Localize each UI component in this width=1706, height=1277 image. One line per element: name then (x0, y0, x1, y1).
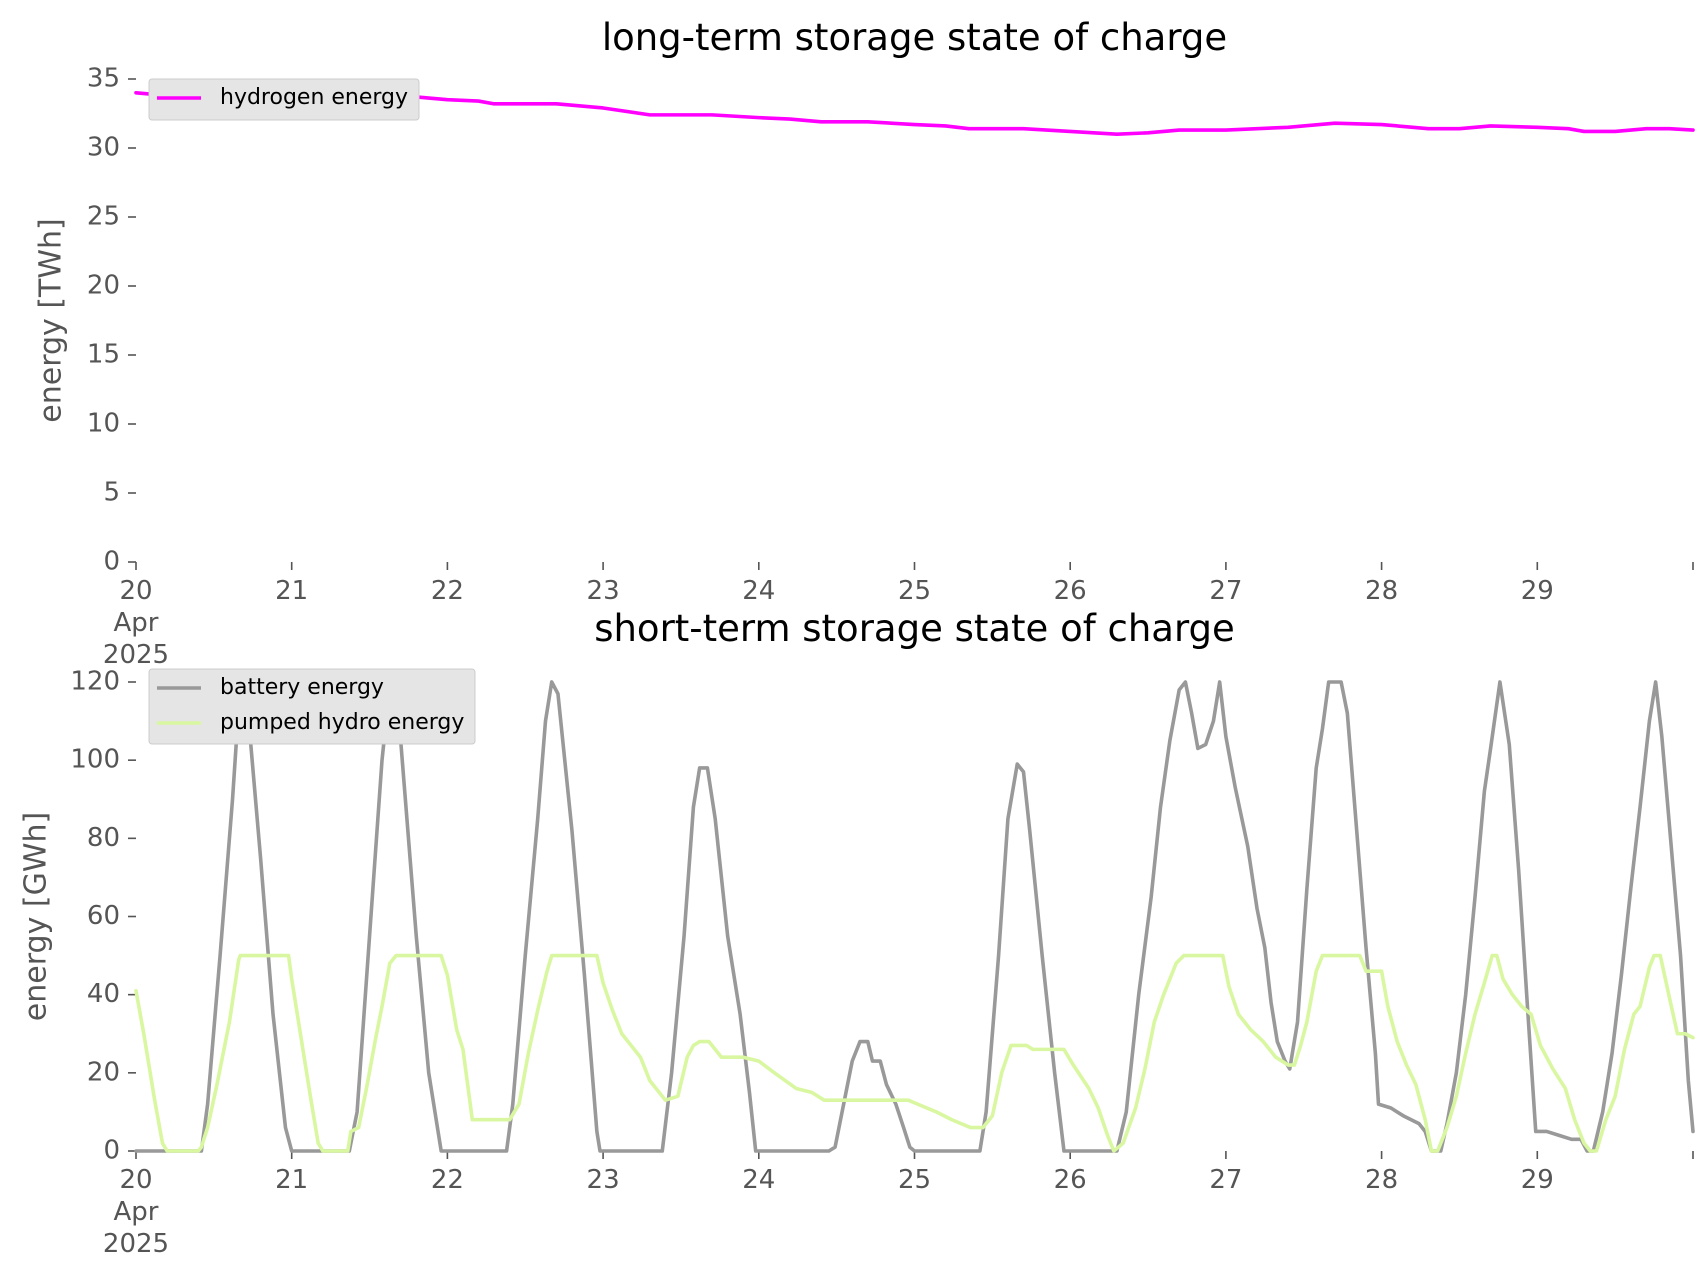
y-tick-label: 100 (70, 745, 120, 775)
y-tick-label: 5 (103, 478, 120, 508)
x-tick-label: 21 (275, 576, 308, 606)
x-tick-label: 20 (119, 576, 152, 606)
legend: battery energy pumped hydro energy (148, 668, 476, 745)
series-line-battery-energy (134, 680, 1695, 1153)
x-tick-label: 24 (742, 576, 775, 606)
long-term-chart: long-term storage state of charge energy… (34, 16, 1695, 670)
legend-box (148, 78, 420, 121)
y-tick-label: 0 (103, 547, 120, 577)
x-tick-label: 27 (1209, 1165, 1242, 1195)
legend-label: battery energy (220, 675, 384, 700)
x-tick-label: 29 (1521, 576, 1554, 606)
x-tick-label: 26 (1054, 576, 1087, 606)
legend-label: hydrogen energy (220, 85, 408, 110)
y-tick-label: 35 (87, 64, 120, 94)
legend: hydrogen energy (148, 78, 420, 121)
y-tick-label: 0 (103, 1136, 120, 1166)
x-tick-label: 20 (119, 1165, 152, 1195)
x-tick-label: 26 (1054, 1165, 1087, 1195)
x-tick-label: 2025 (103, 640, 169, 670)
x-tick-label: 28 (1365, 576, 1398, 606)
y-tick-label: 80 (87, 823, 120, 853)
y-tick-label: 30 (87, 133, 120, 163)
x-tick-label: 22 (431, 1165, 464, 1195)
x-tick-label: Apr (114, 608, 159, 638)
y-axis: 0 5 10 15 20 25 30 35 (87, 64, 136, 577)
y-axis: 0 20 40 60 80 100 120 (70, 667, 136, 1166)
y-tick-label: 10 (87, 409, 120, 439)
y-tick-label: 15 (87, 340, 120, 370)
x-tick-label: 23 (587, 1165, 620, 1195)
series-line-pumped-hydro-energy (134, 953, 1695, 1153)
x-tick-label: 24 (742, 1165, 775, 1195)
y-tick-label: 120 (70, 667, 120, 697)
y-tick-label: 20 (87, 1057, 120, 1087)
x-tick-label: 25 (898, 1165, 931, 1195)
x-tick-label: 23 (587, 576, 620, 606)
x-tick-label: 29 (1521, 1165, 1554, 1195)
x-tick-label: 22 (431, 576, 464, 606)
legend-box (148, 668, 476, 745)
short-term-chart: short-term storage state of charge energ… (19, 607, 1695, 1259)
x-tick-label: 2025 (103, 1229, 169, 1259)
series-group (134, 680, 1695, 1153)
y-tick-label: 25 (87, 202, 120, 232)
x-tick-label: 28 (1365, 1165, 1398, 1195)
legend-label: pumped hydro energy (220, 710, 464, 735)
x-tick-label: 25 (898, 576, 931, 606)
y-tick-label: 40 (87, 979, 120, 1009)
chart-title: long-term storage state of charge (602, 16, 1227, 59)
x-tick-label: 27 (1209, 576, 1242, 606)
y-tick-label: 20 (87, 271, 120, 301)
x-tick-label: Apr (114, 1197, 159, 1227)
y-axis-label: energy [GWh] (19, 812, 54, 1021)
chart-title: short-term storage state of charge (594, 607, 1235, 650)
x-tick-label: 21 (275, 1165, 308, 1195)
y-tick-label: 60 (87, 901, 120, 931)
y-axis-label: energy [TWh] (34, 218, 69, 422)
